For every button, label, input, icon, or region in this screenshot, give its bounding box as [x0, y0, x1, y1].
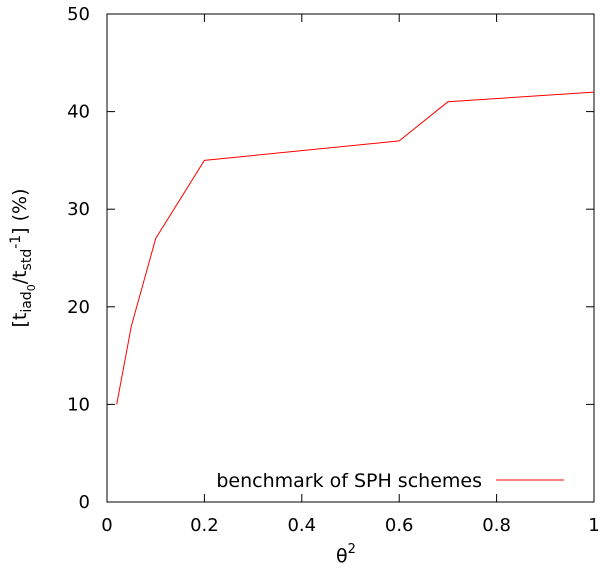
x-tick-label: 1: [588, 515, 599, 536]
series-layer: [116, 91, 595, 405]
y-title-minus-one: -1: [8, 235, 24, 249]
x-tick-label: 0.6: [385, 515, 414, 536]
y-tick-label: 50: [67, 4, 90, 25]
y-tick-label: 20: [67, 297, 90, 318]
series-line: [116, 91, 595, 405]
x-tick-label: 0: [101, 515, 112, 536]
legend-label: benchmark of SPH schemes: [216, 470, 482, 492]
x-tick-label: 0.2: [190, 515, 219, 536]
y-title-sub2: std: [19, 249, 35, 271]
y-tick-label: 40: [67, 102, 90, 123]
y-title-close: ] (%): [9, 188, 31, 234]
x-axis-title: θ2: [336, 542, 356, 567]
axis-ticks: [106, 13, 595, 503]
x-axis-title-sup: 2: [348, 542, 356, 557]
x-axis-title-base: θ: [336, 545, 348, 567]
y-title-slash: /t: [9, 270, 31, 284]
x-tick-label: 0.4: [287, 515, 316, 536]
y-tick-label: 30: [67, 199, 90, 220]
y-title-open: [t: [9, 313, 31, 328]
y-axis-title: [tiad0/tstd-1] (%): [8, 188, 38, 327]
y-tick-label: 10: [67, 394, 90, 415]
y-title-sub1-sub: 0: [25, 284, 38, 291]
plot-frame: [106, 13, 595, 503]
x-tick-label: 0.8: [482, 515, 511, 536]
y-tick-label: 0: [79, 492, 90, 513]
y-title-sub1: iad: [19, 291, 35, 312]
